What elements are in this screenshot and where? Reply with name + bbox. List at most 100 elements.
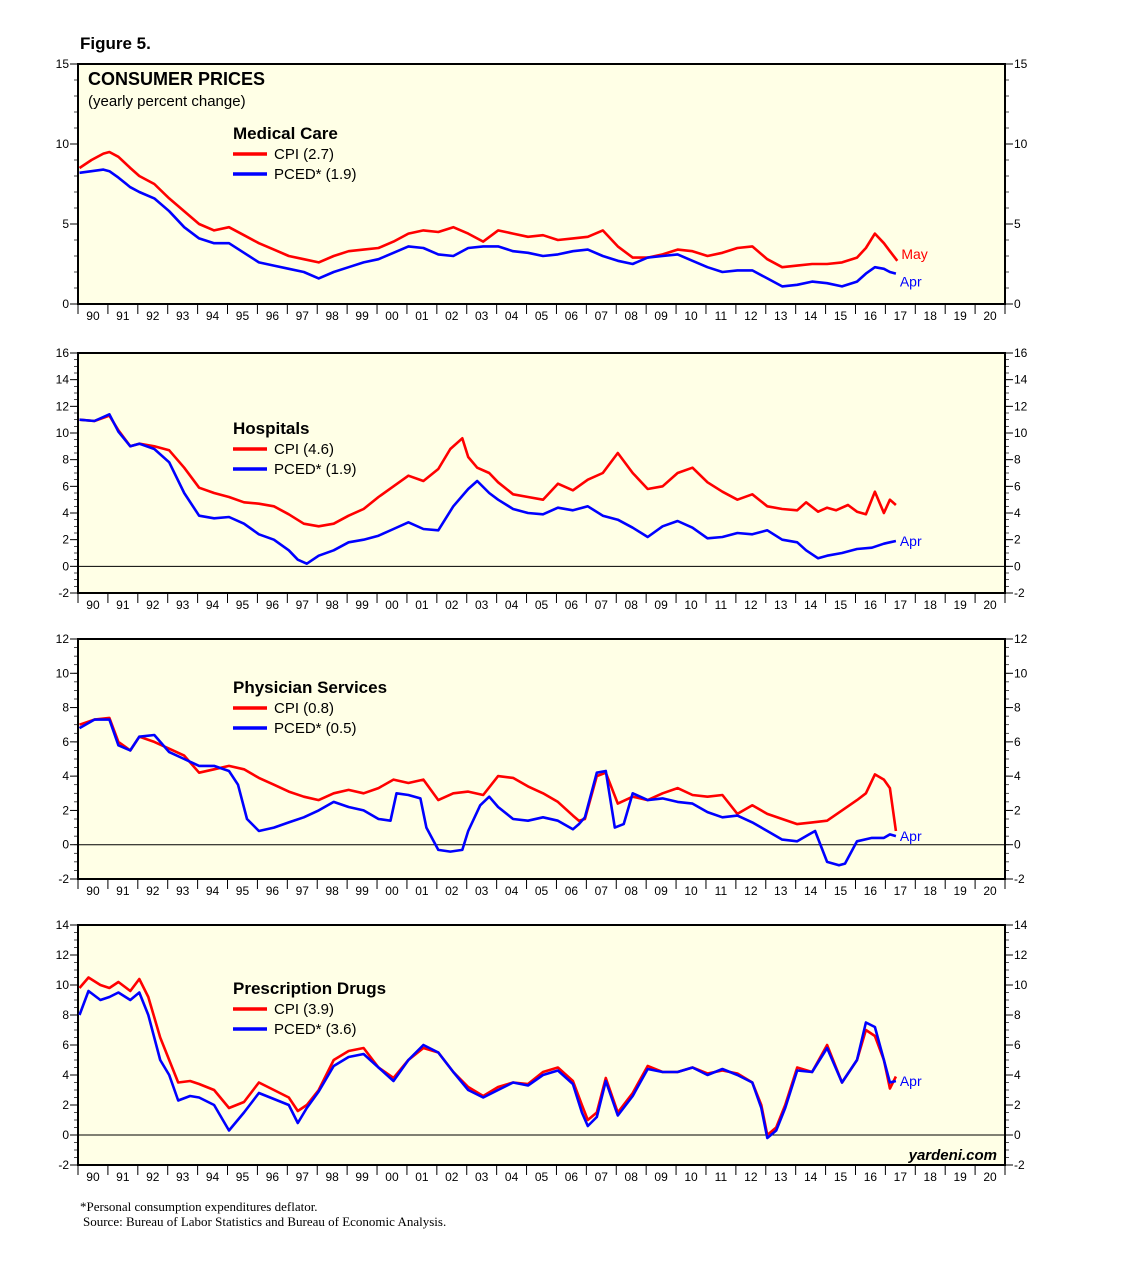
y-tick-label-right: 4 [1014, 769, 1021, 783]
x-tick-label: 12 [744, 884, 758, 898]
x-tick-label: 90 [86, 1170, 100, 1184]
series-end-label: Apr [900, 1073, 922, 1089]
x-tick-label: 19 [953, 884, 967, 898]
x-tick-label: 12 [744, 1170, 758, 1184]
x-tick-label: 98 [325, 598, 339, 612]
x-tick-label: 20 [983, 884, 997, 898]
chart-title: CONSUMER PRICES [88, 69, 265, 89]
y-tick-label-right: 10 [1014, 666, 1028, 680]
x-tick-label: 19 [953, 598, 967, 612]
series-line-pced [78, 989, 897, 1140]
y-tick-label-left: 2 [62, 1098, 69, 1112]
x-tick-label: 11 [715, 309, 728, 323]
y-tick-label-left: 14 [56, 373, 70, 387]
x-tick-label: 14 [804, 309, 818, 323]
x-tick-label: 05 [535, 884, 549, 898]
legend-title: Medical Care [233, 124, 338, 143]
x-tick-label: 14 [804, 884, 818, 898]
x-tick-label: 04 [505, 1170, 519, 1184]
x-tick-label: 14 [804, 598, 818, 612]
y-tick-label-left: 8 [62, 1008, 69, 1022]
x-tick-label: 09 [654, 884, 668, 898]
x-tick-label: 94 [206, 884, 220, 898]
footnote-text: *Personal consumption expenditures defla… [80, 1199, 318, 1214]
x-tick-label: 95 [236, 884, 250, 898]
y-tick-label-right: -2 [1014, 586, 1025, 600]
y-tick-label-left: 0 [62, 297, 69, 311]
x-tick-label: 90 [86, 884, 100, 898]
x-tick-label: 94 [206, 309, 220, 323]
legend-title: Hospitals [233, 419, 310, 438]
y-tick-label-right: 6 [1014, 735, 1021, 749]
y-tick-label-left: -2 [58, 872, 69, 886]
y-tick-label-right: 10 [1014, 426, 1028, 440]
y-tick-label-right: 12 [1014, 948, 1028, 962]
plot-area [77, 638, 1006, 880]
y-tick-label-left: 10 [56, 978, 70, 992]
y-tick-label-right: 15 [1014, 57, 1028, 71]
y-tick-label-right: 2 [1014, 1098, 1021, 1112]
x-tick-label: 05 [535, 309, 549, 323]
x-tick-label: 00 [385, 884, 399, 898]
y-tick-label-left: 10 [56, 137, 70, 151]
x-tick-label: 00 [385, 598, 399, 612]
legend-title: Prescription Drugs [233, 979, 386, 998]
legend-label: CPI (4.6) [274, 441, 334, 458]
y-tick-label-left: 0 [62, 1128, 69, 1142]
x-tick-label: 99 [355, 598, 369, 612]
x-tick-label: 16 [864, 884, 878, 898]
y-tick-label-left: 12 [56, 632, 70, 646]
x-tick-label: 91 [116, 884, 130, 898]
y-tick-label-right: -2 [1014, 872, 1025, 886]
y-tick-label-left: 12 [56, 399, 70, 413]
y-tick-label-left: 6 [62, 479, 69, 493]
watermark: yardeni.com [908, 1147, 997, 1164]
source-text: Source: Bureau of Labor Statistics and B… [83, 1214, 447, 1229]
legend-title: Physician Services [233, 678, 387, 697]
y-tick-label-right: 2 [1014, 803, 1021, 817]
x-tick-label: 17 [894, 884, 908, 898]
x-tick-label: 09 [654, 598, 668, 612]
x-tick-label: 98 [325, 1170, 339, 1184]
x-tick-label: 13 [774, 884, 788, 898]
y-tick-label-left: 0 [62, 838, 69, 852]
x-tick-label: 01 [415, 598, 429, 612]
x-tick-label: 13 [774, 1170, 788, 1184]
x-tick-label: 06 [565, 884, 579, 898]
x-tick-label: 04 [505, 884, 519, 898]
y-tick-label-right: 14 [1014, 373, 1028, 387]
x-tick-label: 13 [774, 598, 788, 612]
x-tick-label: 18 [924, 1170, 938, 1184]
x-tick-label: 19 [953, 1170, 967, 1184]
y-tick-label-left: -2 [58, 586, 69, 600]
x-tick-label: 15 [834, 598, 848, 612]
x-tick-label: 06 [565, 309, 579, 323]
x-tick-label: 12 [744, 598, 758, 612]
x-tick-label: 10 [684, 1170, 698, 1184]
x-tick-label: 96 [266, 309, 280, 323]
x-tick-label: 16 [864, 309, 878, 323]
x-tick-label: 11 [715, 598, 728, 612]
y-tick-label-left: 0 [62, 559, 69, 573]
x-tick-label: 20 [983, 598, 997, 612]
x-tick-label: 10 [684, 884, 698, 898]
x-tick-label: 07 [595, 1170, 609, 1184]
x-tick-label: 07 [595, 309, 609, 323]
y-tick-label-right: 10 [1014, 137, 1028, 151]
footnote-block: *Personal consumption expenditures defla… [80, 1199, 446, 1229]
x-tick-label: 91 [116, 1170, 130, 1184]
x-tick-label: 90 [86, 309, 100, 323]
x-tick-label: 19 [953, 309, 967, 323]
x-tick-label: 13 [774, 309, 788, 323]
y-tick-label-right: 12 [1014, 399, 1028, 413]
y-tick-label-left: 8 [62, 701, 69, 715]
y-tick-label-right: 8 [1014, 701, 1021, 715]
series-end-label: May [901, 246, 927, 262]
x-tick-label: 09 [654, 309, 668, 323]
x-tick-label: 17 [894, 309, 908, 323]
x-tick-label: 96 [266, 884, 280, 898]
x-tick-label: 00 [385, 309, 399, 323]
x-tick-label: 94 [206, 598, 220, 612]
